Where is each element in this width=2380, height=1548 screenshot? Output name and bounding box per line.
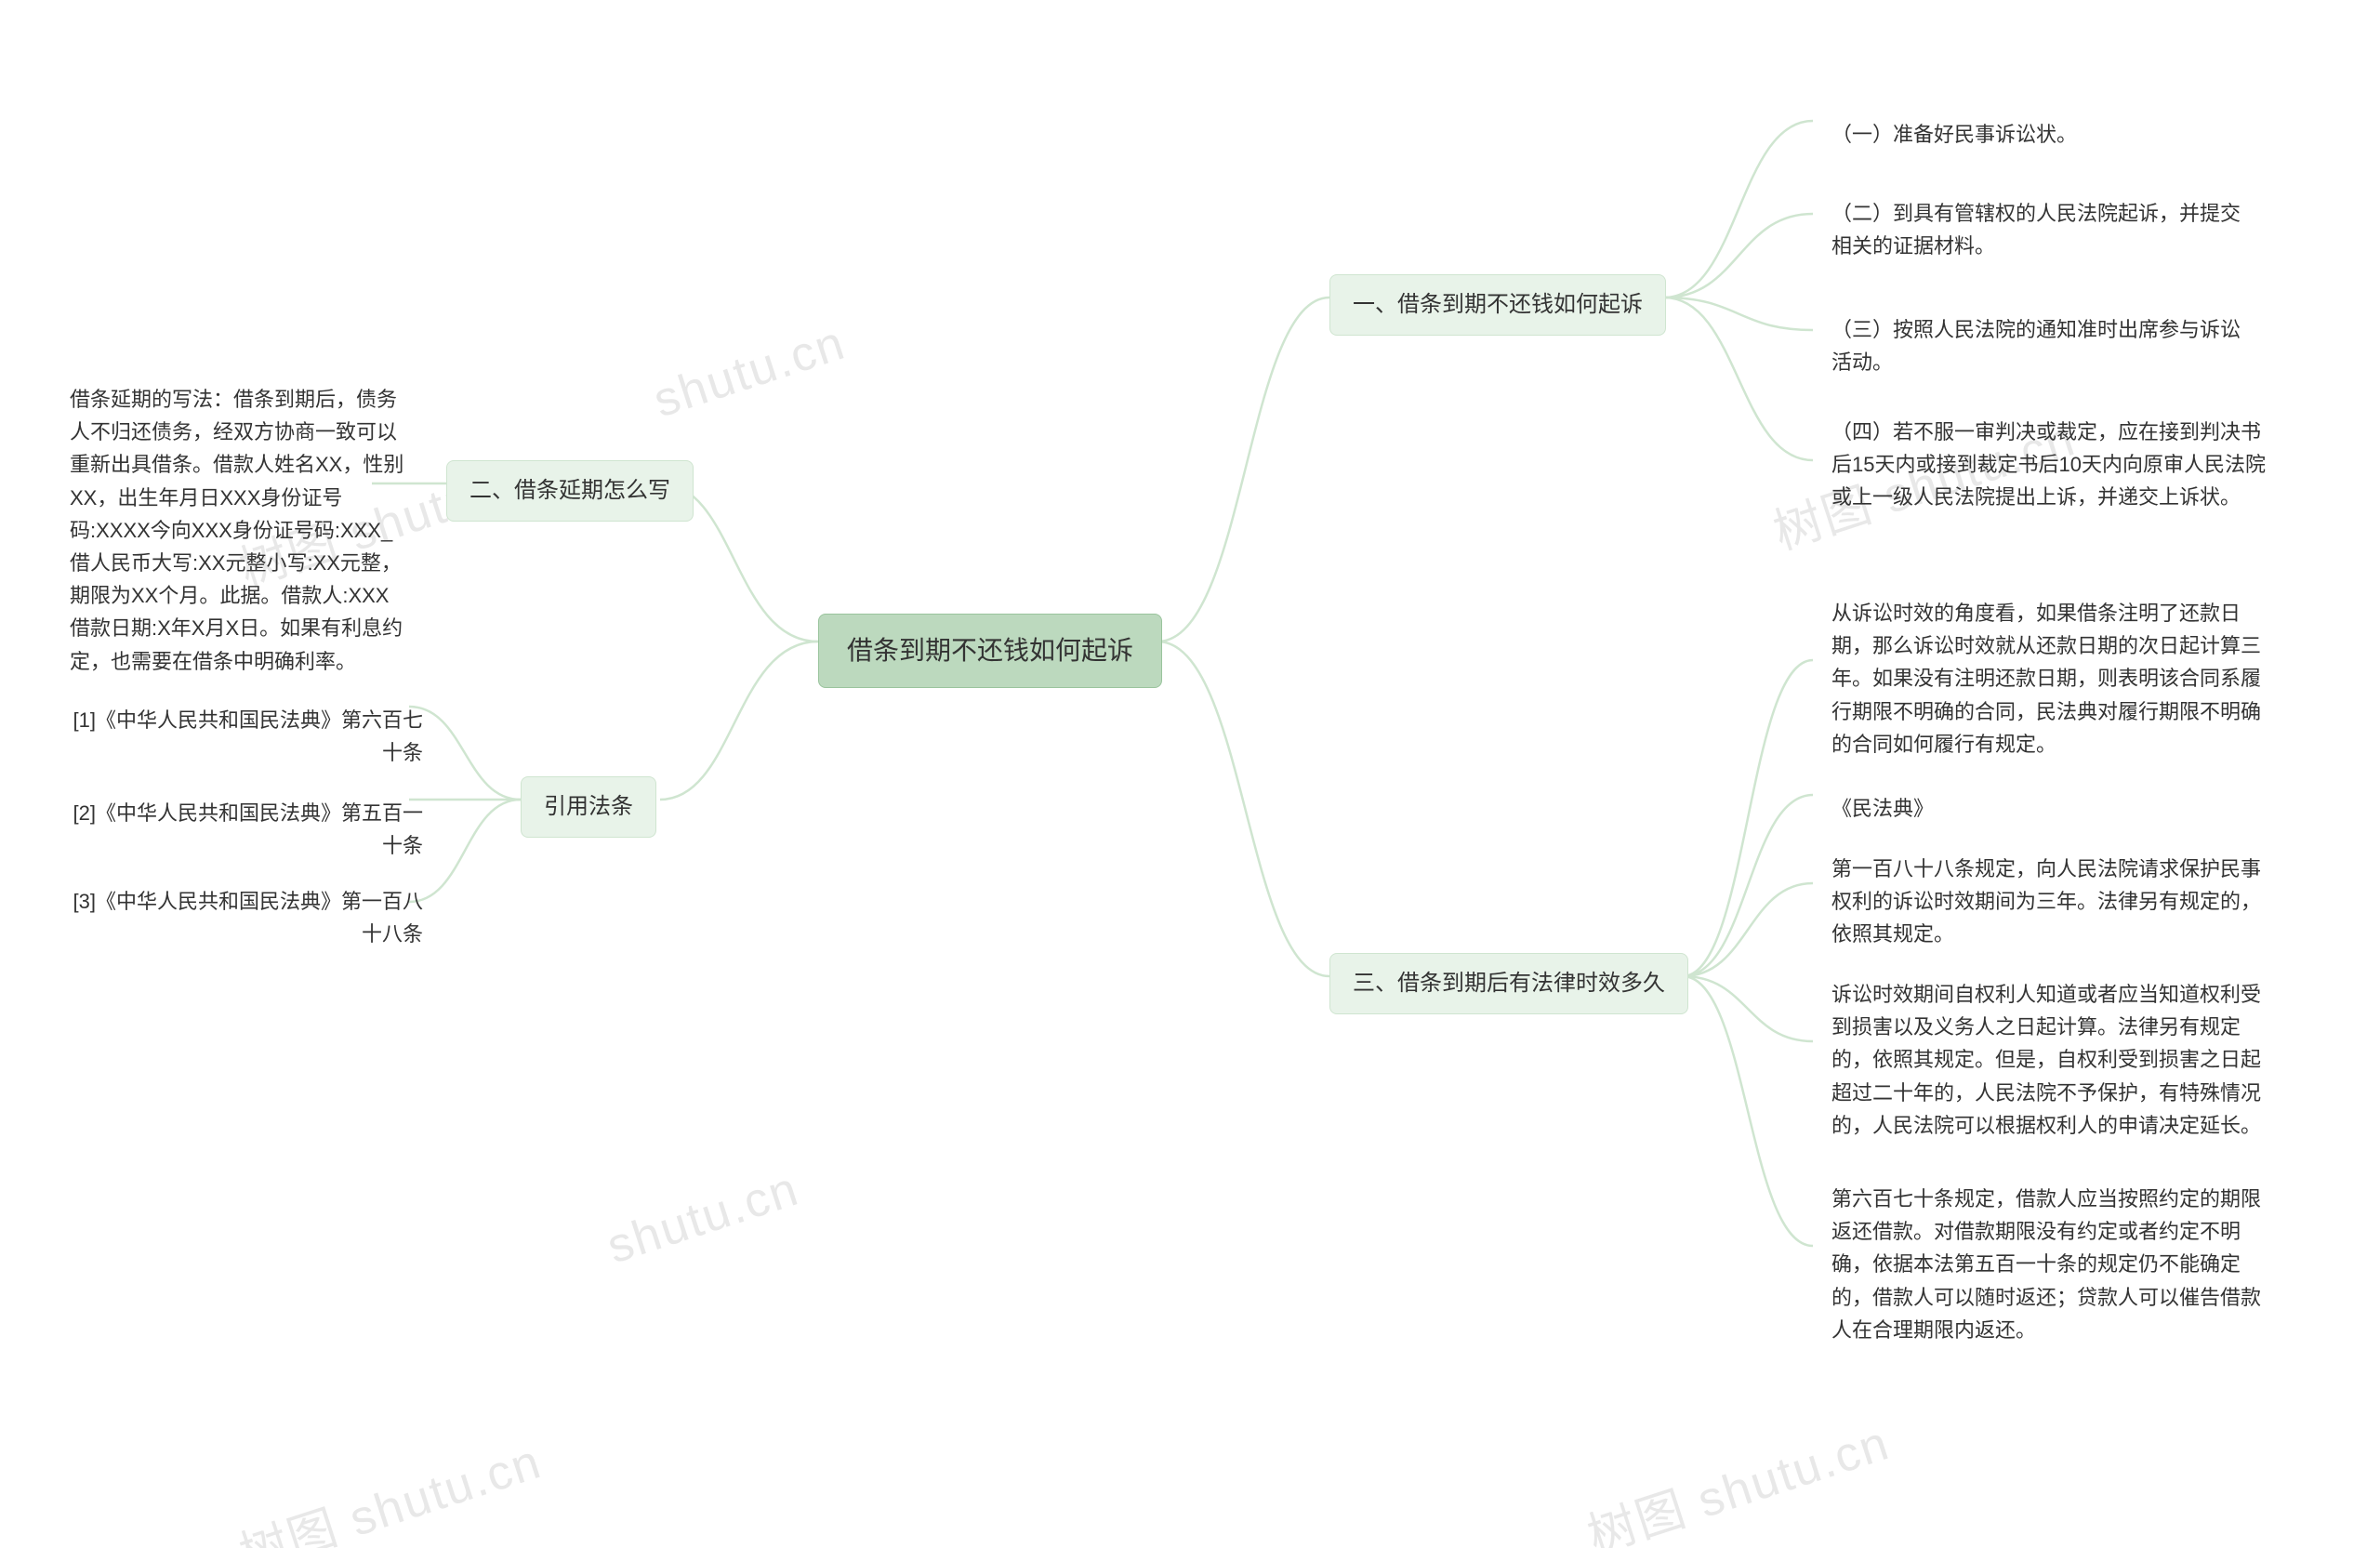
- leaf-node: 第一百八十八条规定，向人民法院请求保护民事权利的诉讼时效期间为三年。法律另有规定…: [1813, 841, 2287, 962]
- watermark: 树图 shutu.cn: [1578, 1404, 1897, 1548]
- leaf-node: （一）准备好民事诉讼状。: [1813, 107, 2278, 162]
- leaf-node: [3]《中华人民共和国民法典》第一百八十八条: [51, 874, 442, 961]
- leaf-node: （三）按照人民法院的通知准时出席参与诉讼活动。: [1813, 302, 2278, 390]
- watermark: shutu.cn: [647, 315, 853, 430]
- leaf-node: 第六百七十条规定，借款人应当按照约定的期限返还借款。对借款期限没有约定或者约定不…: [1813, 1171, 2287, 1357]
- branch-node-1: 一、借条到期不还钱如何起诉: [1329, 274, 1666, 336]
- branch-node-2: 二、借条延期怎么写: [446, 460, 694, 522]
- root-node: 借条到期不还钱如何起诉: [818, 614, 1162, 688]
- branch-node-4: 引用法条: [521, 776, 656, 838]
- watermark: shutu.cn: [601, 1161, 806, 1276]
- leaf-node: 从诉讼时效的角度看，如果借条注明了还款日期，那么诉讼时效就从还款日期的次日起计算…: [1813, 586, 2287, 772]
- leaf-node: （四）若不服一审判决或裁定，应在接到判决书后15天内或接到裁定书后10天内向原审…: [1813, 404, 2287, 525]
- branch-node-3: 三、借条到期后有法律时效多久: [1329, 953, 1688, 1014]
- leaf-node: （二）到具有管辖权的人民法院起诉，并提交相关的证据材料。: [1813, 186, 2278, 273]
- leaf-node: [2]《中华人民共和国民法典》第五百一十条: [51, 786, 442, 873]
- leaf-node: 诉讼时效期间自权利人知道或者应当知道权利受到损害以及义务人之日起计算。法律另有规…: [1813, 967, 2287, 1153]
- leaf-node: 借条延期的写法：借条到期后，债务人不归还债务，经双方协商一致可以重新出具借条。借…: [51, 372, 423, 689]
- leaf-node: [1]《中华人民共和国民法典》第六百七十条: [51, 693, 442, 780]
- watermark: 树图 shutu.cn: [230, 1422, 549, 1548]
- leaf-node: 《民法典》: [1813, 781, 2287, 836]
